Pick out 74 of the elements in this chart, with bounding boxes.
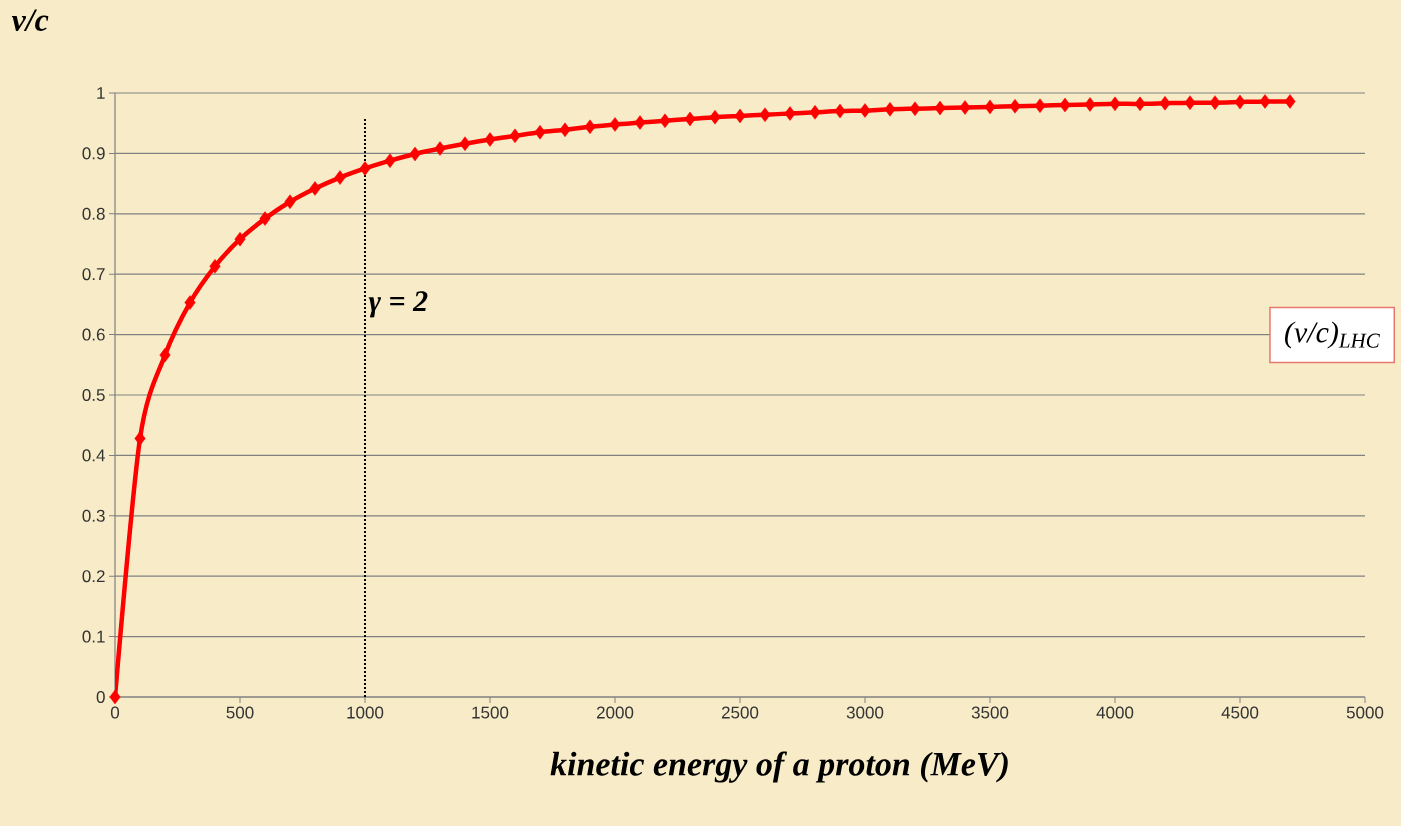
y-tick-label: 0.5: [82, 388, 105, 402]
point: [634, 115, 646, 130]
point: [134, 431, 146, 446]
point: [409, 146, 421, 162]
point: [1009, 99, 1021, 114]
point: [1184, 95, 1196, 110]
point: [1234, 94, 1246, 110]
x-tick-label: 3000: [846, 706, 884, 719]
x-tick-label: 1500: [472, 706, 509, 719]
point: [459, 136, 471, 151]
point: [509, 128, 521, 144]
point: [1084, 97, 1096, 112]
y-tick-label: 0.8: [82, 207, 105, 220]
point: [209, 259, 221, 274]
point: [1109, 96, 1121, 112]
x-tick-label: 1000: [347, 706, 384, 719]
point: [734, 108, 746, 124]
point: [909, 101, 921, 116]
annotation: γ = 2: [368, 291, 428, 318]
point: [884, 102, 896, 117]
point: [859, 103, 871, 118]
point: [184, 295, 196, 310]
y-tick-label: 0.7: [82, 268, 105, 281]
y-tick-label: 0: [96, 690, 105, 704]
point: [334, 170, 346, 185]
x-tick-label: 0: [110, 706, 120, 719]
point: [759, 107, 771, 122]
point: [159, 347, 171, 363]
point: [834, 103, 846, 119]
point: [934, 100, 946, 116]
point: [484, 132, 496, 147]
y-tick-label: 0.4: [82, 449, 105, 462]
point: [1209, 95, 1221, 110]
point: [584, 119, 596, 135]
point: [959, 100, 971, 115]
point: [984, 99, 996, 115]
y-tick-label: 0.9: [82, 147, 105, 160]
y-tick-label: 0.2: [82, 570, 105, 583]
point: [809, 105, 821, 120]
x-tick-label: 2000: [596, 706, 634, 719]
point: [1284, 94, 1296, 109]
point: [384, 153, 396, 168]
point: [609, 117, 621, 132]
y-tick-label: 0.3: [82, 509, 105, 522]
point: [1259, 94, 1271, 109]
y-tick-label: 1: [97, 87, 105, 99]
point: [1059, 97, 1071, 113]
point: [284, 194, 296, 209]
point: [684, 111, 696, 127]
x-axis-title: kinetic energy of a proton (MeV): [550, 751, 1008, 783]
y-tick-label: 0.1: [82, 630, 105, 643]
annotation: (v/c)$_{LHC}$: [1285, 321, 1380, 349]
point: [559, 122, 571, 138]
point: [434, 141, 446, 156]
point: [234, 231, 246, 247]
point: [534, 125, 546, 140]
x-tick-label: 4000: [1096, 706, 1134, 719]
point: [1034, 98, 1046, 113]
point: [784, 106, 796, 121]
y-axis-title: v/c: [11, 9, 49, 31]
point: [1159, 96, 1171, 111]
x-tick-label: 500: [226, 706, 254, 719]
point: [659, 113, 671, 129]
x-tick-label: 4500: [1221, 706, 1259, 719]
point: [1134, 96, 1146, 112]
point: [709, 109, 721, 125]
x-tick-label: 2500: [721, 706, 759, 719]
point: [309, 181, 321, 196]
y-tick-label: 0.6: [82, 328, 105, 341]
x-tick-label: 3500: [971, 706, 1009, 719]
x-tick-label: 5000: [1346, 706, 1384, 719]
point: [359, 161, 371, 176]
point: [259, 211, 271, 226]
point: [109, 689, 121, 705]
